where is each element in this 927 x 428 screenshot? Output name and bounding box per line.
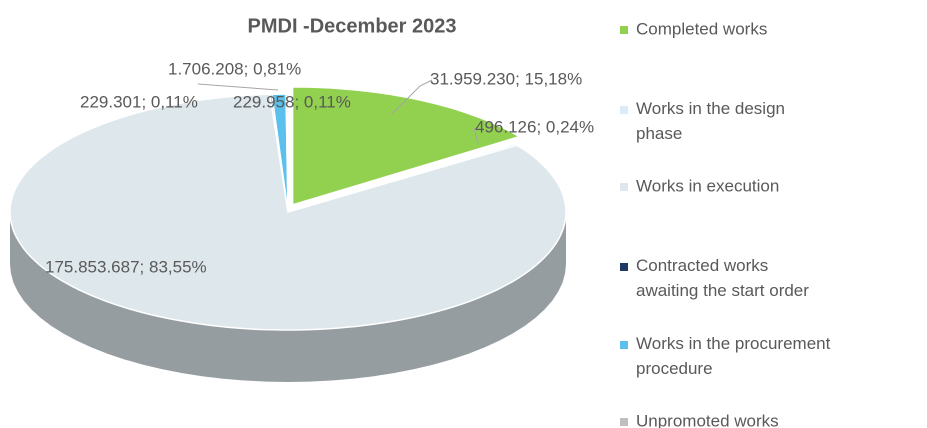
pie-tops (9, 86, 567, 331)
data-label: 31.959.230; 15,18% (430, 69, 582, 88)
leader-line (197, 83, 279, 91)
slice (285, 93, 289, 213)
slice (9, 93, 567, 331)
data-label: 229.301; 0,11% (80, 92, 198, 111)
legend-label: Works in the design phase (636, 99, 785, 143)
data-label: 1.706.208; 0,81% (168, 59, 301, 78)
legend-label: Unpromoted works (636, 411, 779, 428)
legend-swatch (620, 418, 628, 426)
data-label: 229.958; 0,11% (233, 92, 351, 111)
pie-sides (10, 212, 566, 382)
legend-label: Works in the procurement procedure (636, 334, 831, 378)
slice-side (10, 212, 566, 382)
legend-label: Completed works (636, 19, 767, 38)
legend-swatch (620, 106, 628, 114)
leader-line (473, 127, 479, 145)
data-label: 496.126; 0,24% (475, 117, 594, 136)
data-labels: 31.959.230; 15,18% 496.126; 0,24% 175.853.… (45, 59, 594, 276)
legend-label: Works in execution (636, 176, 779, 195)
data-label: 175.853.687; 83,55% (45, 257, 207, 276)
leader-line (391, 79, 433, 115)
slice (291, 86, 522, 206)
legend-swatch (620, 183, 628, 191)
legend-label: Contracted works awaiting the start order (636, 256, 809, 300)
legend-swatch (620, 263, 628, 271)
legend-swatch (620, 341, 628, 349)
legend-swatch (620, 26, 628, 34)
chart-title: PMDI -December 2023 (248, 15, 457, 37)
legend: Completed works Works in the design phase W… (620, 19, 831, 428)
